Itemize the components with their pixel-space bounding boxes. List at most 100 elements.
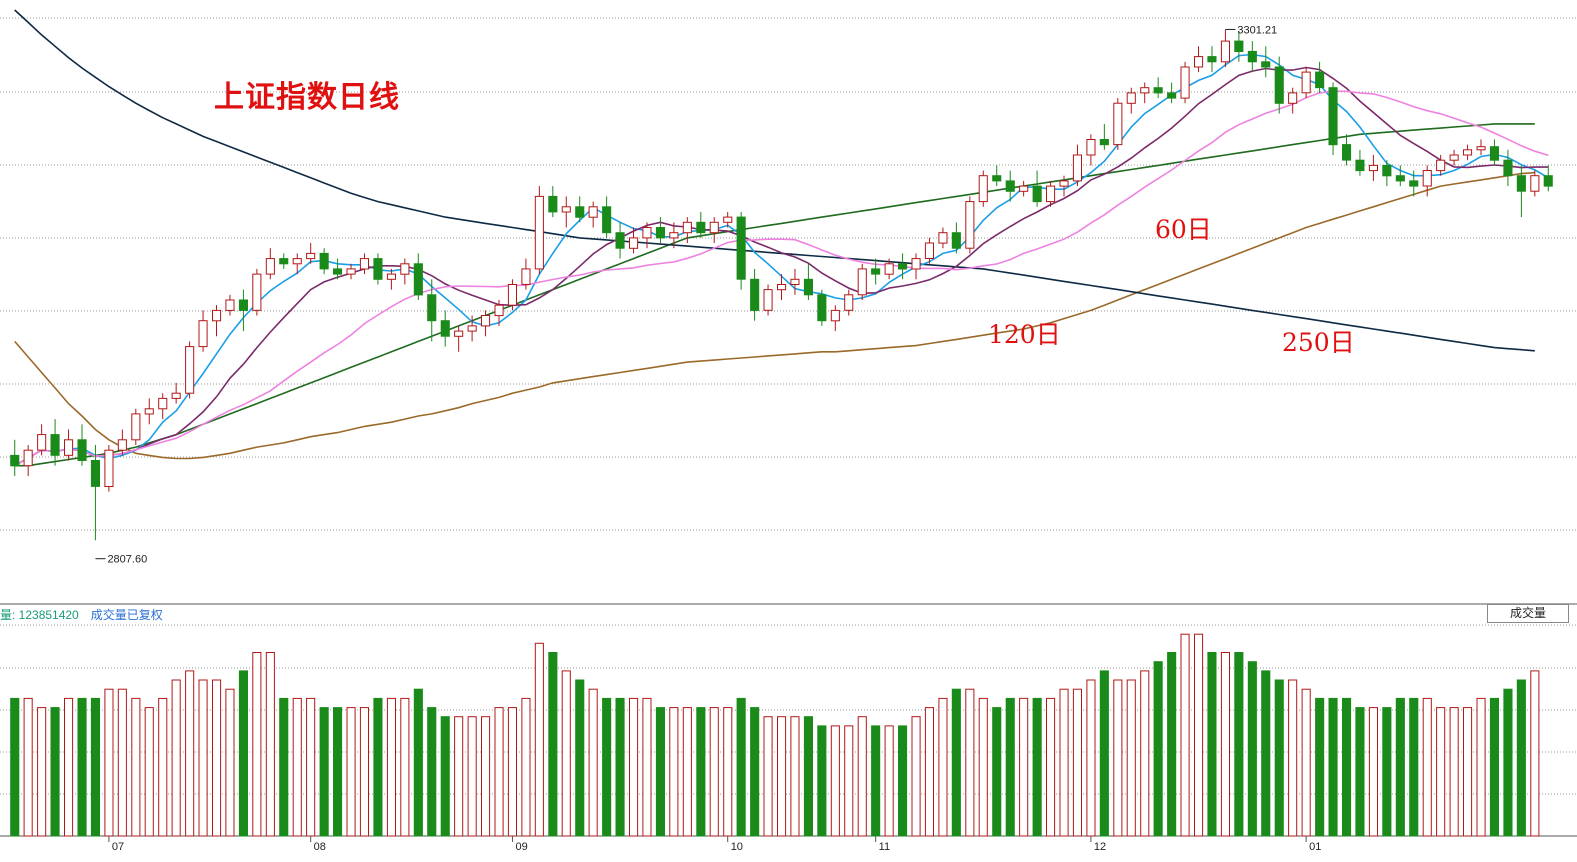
- x-tick-label: 10: [731, 841, 743, 853]
- candle-body: [736, 216, 746, 280]
- candle-body: [359, 258, 369, 270]
- volume-bar: [64, 697, 74, 837]
- volume-bar: [279, 697, 289, 837]
- volume-info: 量: 123851420 成交量已复权: [0, 606, 163, 623]
- volume-bar: [763, 716, 773, 837]
- candle-body: [10, 454, 20, 467]
- volume-bar: [481, 716, 491, 837]
- candle-body: [844, 294, 854, 311]
- candle-body: [23, 449, 33, 467]
- candle-body: [924, 242, 935, 259]
- candle-body: [830, 309, 840, 322]
- volume-bar: [1207, 652, 1217, 837]
- volume-bar: [750, 707, 760, 837]
- candle-body: [992, 175, 1002, 182]
- candle-body: [131, 413, 141, 441]
- volume-tab[interactable]: 成交量: [1487, 604, 1569, 623]
- price-annotations: 3301.21 2807.60: [95, 24, 1277, 566]
- x-tick-label: 11: [879, 841, 890, 853]
- candle-body: [386, 273, 396, 280]
- volume-bar: [265, 652, 275, 837]
- candle-body: [857, 268, 867, 296]
- volume-bar: [1126, 679, 1136, 837]
- candle-body: [1261, 61, 1271, 68]
- volume-adjust-note: 成交量已复权: [90, 608, 163, 622]
- candle-body: [1476, 146, 1486, 151]
- volume-bar: [588, 688, 598, 837]
- candle-body: [1368, 164, 1379, 172]
- candle-body: [548, 195, 558, 213]
- volume-bar: [1530, 670, 1540, 837]
- candle-body: [1395, 175, 1405, 182]
- candle-body: [1220, 40, 1231, 63]
- candle-body: [1113, 102, 1123, 146]
- volume-bar: [777, 716, 787, 837]
- volume-bar: [467, 716, 477, 837]
- candle-body: [77, 439, 87, 461]
- volume-bar: [1436, 707, 1446, 837]
- candle-body: [1059, 180, 1069, 187]
- volume-bar: [400, 697, 410, 837]
- ma-line-250日: [14, 9, 1535, 352]
- candle-body: [373, 258, 383, 280]
- volume-bar: [158, 697, 168, 837]
- candle-body: [911, 258, 921, 270]
- candle-body: [198, 320, 208, 348]
- candle-body: [790, 278, 800, 285]
- x-axis: 07 08 09 10 11 12 01: [108, 836, 1321, 853]
- volume-bar: [333, 707, 343, 837]
- volume-bar: [359, 707, 369, 837]
- volume-bar: [1005, 697, 1015, 837]
- volume-bar: [561, 670, 571, 837]
- candle-body: [978, 175, 988, 203]
- candle-body: [534, 195, 544, 270]
- candle-body: [629, 237, 639, 249]
- volume-bar: [507, 707, 517, 837]
- volume-bar: [104, 688, 114, 837]
- volume-bar: [696, 707, 706, 837]
- candle-body: [104, 449, 114, 488]
- volume-bar: [117, 688, 127, 837]
- candle-body: [588, 206, 598, 218]
- volume-bar: [319, 707, 329, 837]
- candle-body: [1342, 144, 1352, 161]
- candle-body: [50, 434, 60, 456]
- candle-body: [521, 268, 531, 285]
- candle-body: [1207, 56, 1217, 63]
- candle-body: [1032, 185, 1042, 203]
- candle-body: [306, 252, 316, 260]
- volume-bar: [1476, 697, 1486, 837]
- volume-bar: [225, 688, 235, 837]
- volume-bar: [602, 697, 612, 837]
- candle-body: [333, 268, 343, 275]
- candles: [10, 29, 1553, 541]
- volume-bar: [965, 688, 975, 837]
- candle-body: [1328, 87, 1338, 146]
- candle-body: [1530, 175, 1540, 192]
- volume-bar: [1422, 697, 1432, 837]
- volume-bar: [185, 670, 195, 837]
- volume-bar: [1301, 688, 1311, 837]
- candle-body: [1167, 92, 1177, 99]
- volume-bar: [736, 697, 746, 837]
- volume-bar: [1167, 652, 1177, 837]
- candle-body: [696, 221, 706, 234]
- candle-body: [1489, 146, 1500, 161]
- volume-bar: [1019, 697, 1029, 837]
- ma-line-120日: [14, 171, 1535, 460]
- candle-body: [642, 227, 652, 239]
- candle-body: [871, 268, 881, 275]
- volume-bar: [669, 707, 679, 837]
- candle-body: [427, 294, 437, 322]
- ma-line-60日: [14, 123, 1535, 467]
- x-tick-label: 12: [1094, 841, 1106, 853]
- candle-body: [1099, 139, 1109, 146]
- volume-bar: [23, 697, 33, 837]
- candle-body: [602, 206, 612, 234]
- volume-bar: [924, 707, 935, 837]
- volume-bar: [521, 697, 531, 837]
- candle-body: [803, 278, 814, 296]
- volume-bar: [1449, 707, 1459, 837]
- candle-body: [1274, 66, 1284, 104]
- volume-bar: [1153, 661, 1163, 837]
